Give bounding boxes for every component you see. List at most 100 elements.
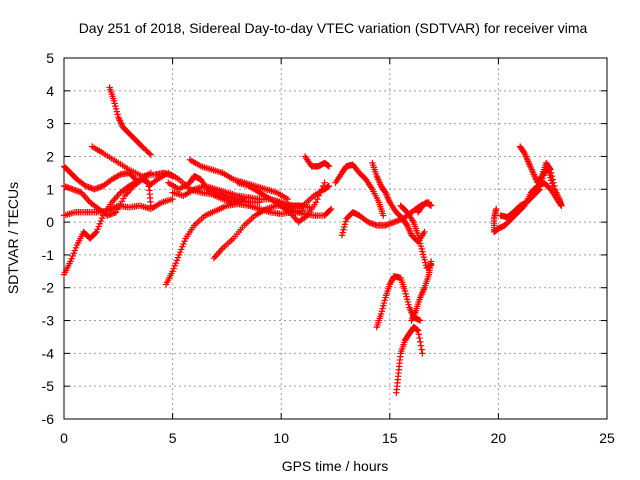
data-point-plus [415, 234, 422, 242]
data-point-plus [386, 281, 393, 288]
data-point-plus [285, 207, 292, 215]
data-point-plus [403, 296, 411, 303]
y-tick-label: -4 [42, 345, 55, 361]
data-point-plus [92, 229, 99, 237]
data-point-plus [175, 251, 183, 259]
data-point-plus [140, 144, 147, 152]
series-arc-27 [497, 166, 556, 221]
y-tick-label: 5 [46, 50, 54, 66]
data-point-plus [403, 221, 410, 228]
data-point-plus [321, 179, 328, 186]
series-arc-15 [278, 179, 328, 226]
data-point-plus [421, 256, 428, 264]
data-point-plus [549, 182, 556, 190]
axis-ticks [63, 57, 608, 420]
data-point-plus [427, 202, 435, 209]
data-point-plus [558, 202, 565, 209]
data-point-plus [111, 100, 118, 107]
data-point-plus [404, 298, 412, 306]
data-point-plus [112, 105, 120, 113]
data-point-plus [417, 242, 425, 250]
y-tick-label: -6 [42, 411, 55, 427]
data-point-plus [98, 215, 106, 222]
series-arc-17 [332, 161, 387, 219]
x-tick-label: 0 [60, 430, 68, 446]
data-point-plus [380, 299, 388, 307]
data-point-plus [169, 268, 176, 275]
x-tick-label: 5 [169, 430, 177, 446]
data-point-plus [143, 147, 150, 154]
data-point-plus [170, 265, 177, 272]
data-point-plus [548, 177, 555, 184]
data-point-plus [414, 232, 422, 239]
data-point-plus [174, 254, 182, 261]
data-point-plus [72, 244, 80, 251]
y-tick-label: -3 [42, 313, 55, 329]
grid-lines [64, 58, 607, 419]
series-arc-16 [301, 153, 333, 170]
data-point-plus [401, 287, 409, 295]
data-point-plus [342, 218, 349, 225]
y-tick-label: 3 [46, 116, 54, 132]
data-point-plus [520, 148, 527, 156]
data-point-plus [319, 182, 327, 190]
chart-title: Day 251 of 2018, Sidereal Day-to-day VTE… [79, 20, 588, 36]
y-tick-label: -2 [42, 280, 55, 296]
data-point-plus [68, 255, 75, 262]
x-tick-label: 20 [491, 430, 507, 446]
data-point-plus [314, 195, 321, 203]
data-point-plus [181, 238, 188, 245]
data-point-plus [144, 148, 152, 156]
y-tick-label: 2 [46, 148, 54, 164]
data-point-plus [422, 259, 429, 266]
data-point-plus [535, 187, 542, 194]
data-point-plus [180, 240, 187, 248]
data-point-plus [402, 290, 409, 297]
data-point-plus [138, 143, 146, 150]
plot-frame [63, 57, 608, 420]
data-point-plus [114, 111, 121, 118]
x-tick-label: 10 [273, 430, 289, 446]
series-arc-4 [60, 195, 176, 219]
data-point-plus [97, 217, 105, 225]
data-point-plus [417, 342, 425, 349]
series-arc-11 [162, 200, 307, 288]
y-axis-label: SDTVAR / TECUs [5, 182, 21, 294]
data-point-plus [380, 212, 387, 219]
data-point-plus [171, 262, 178, 270]
data-point-plus [379, 305, 386, 312]
data-point-plus [420, 253, 428, 261]
data-point-plus [177, 248, 184, 256]
data-point-plus [95, 223, 102, 230]
data-point-plus [115, 172, 123, 179]
data-point-plus [378, 308, 386, 315]
data-point-plus [312, 199, 320, 206]
data-point-plus [325, 163, 333, 170]
series-arc-24 [408, 258, 435, 324]
data-point-plus [178, 246, 185, 253]
data-point-plus [381, 297, 388, 304]
data-point-plus [315, 192, 323, 200]
data-point-plus [403, 293, 410, 300]
data-point-plus [537, 180, 545, 188]
data-point-plus [318, 186, 325, 193]
data-point-plus [152, 177, 160, 184]
x-tick-label: 15 [382, 430, 398, 446]
data-point-plus [340, 226, 347, 233]
data-point-plus [326, 206, 334, 214]
data-point-plus [146, 150, 153, 157]
data-point-plus [415, 331, 422, 338]
data-point-plus [124, 183, 131, 191]
data-point-plus [112, 102, 119, 110]
data-point-plus [96, 220, 104, 227]
data-point-plus [536, 186, 543, 193]
data-point-plus [338, 232, 346, 239]
data-points [60, 84, 565, 396]
data-point-plus [545, 169, 553, 176]
data-point-plus [317, 189, 324, 196]
data-point-plus [339, 229, 346, 236]
data-point-plus [417, 317, 424, 324]
data-point-plus [427, 258, 435, 265]
series-arc-21 [414, 199, 435, 216]
